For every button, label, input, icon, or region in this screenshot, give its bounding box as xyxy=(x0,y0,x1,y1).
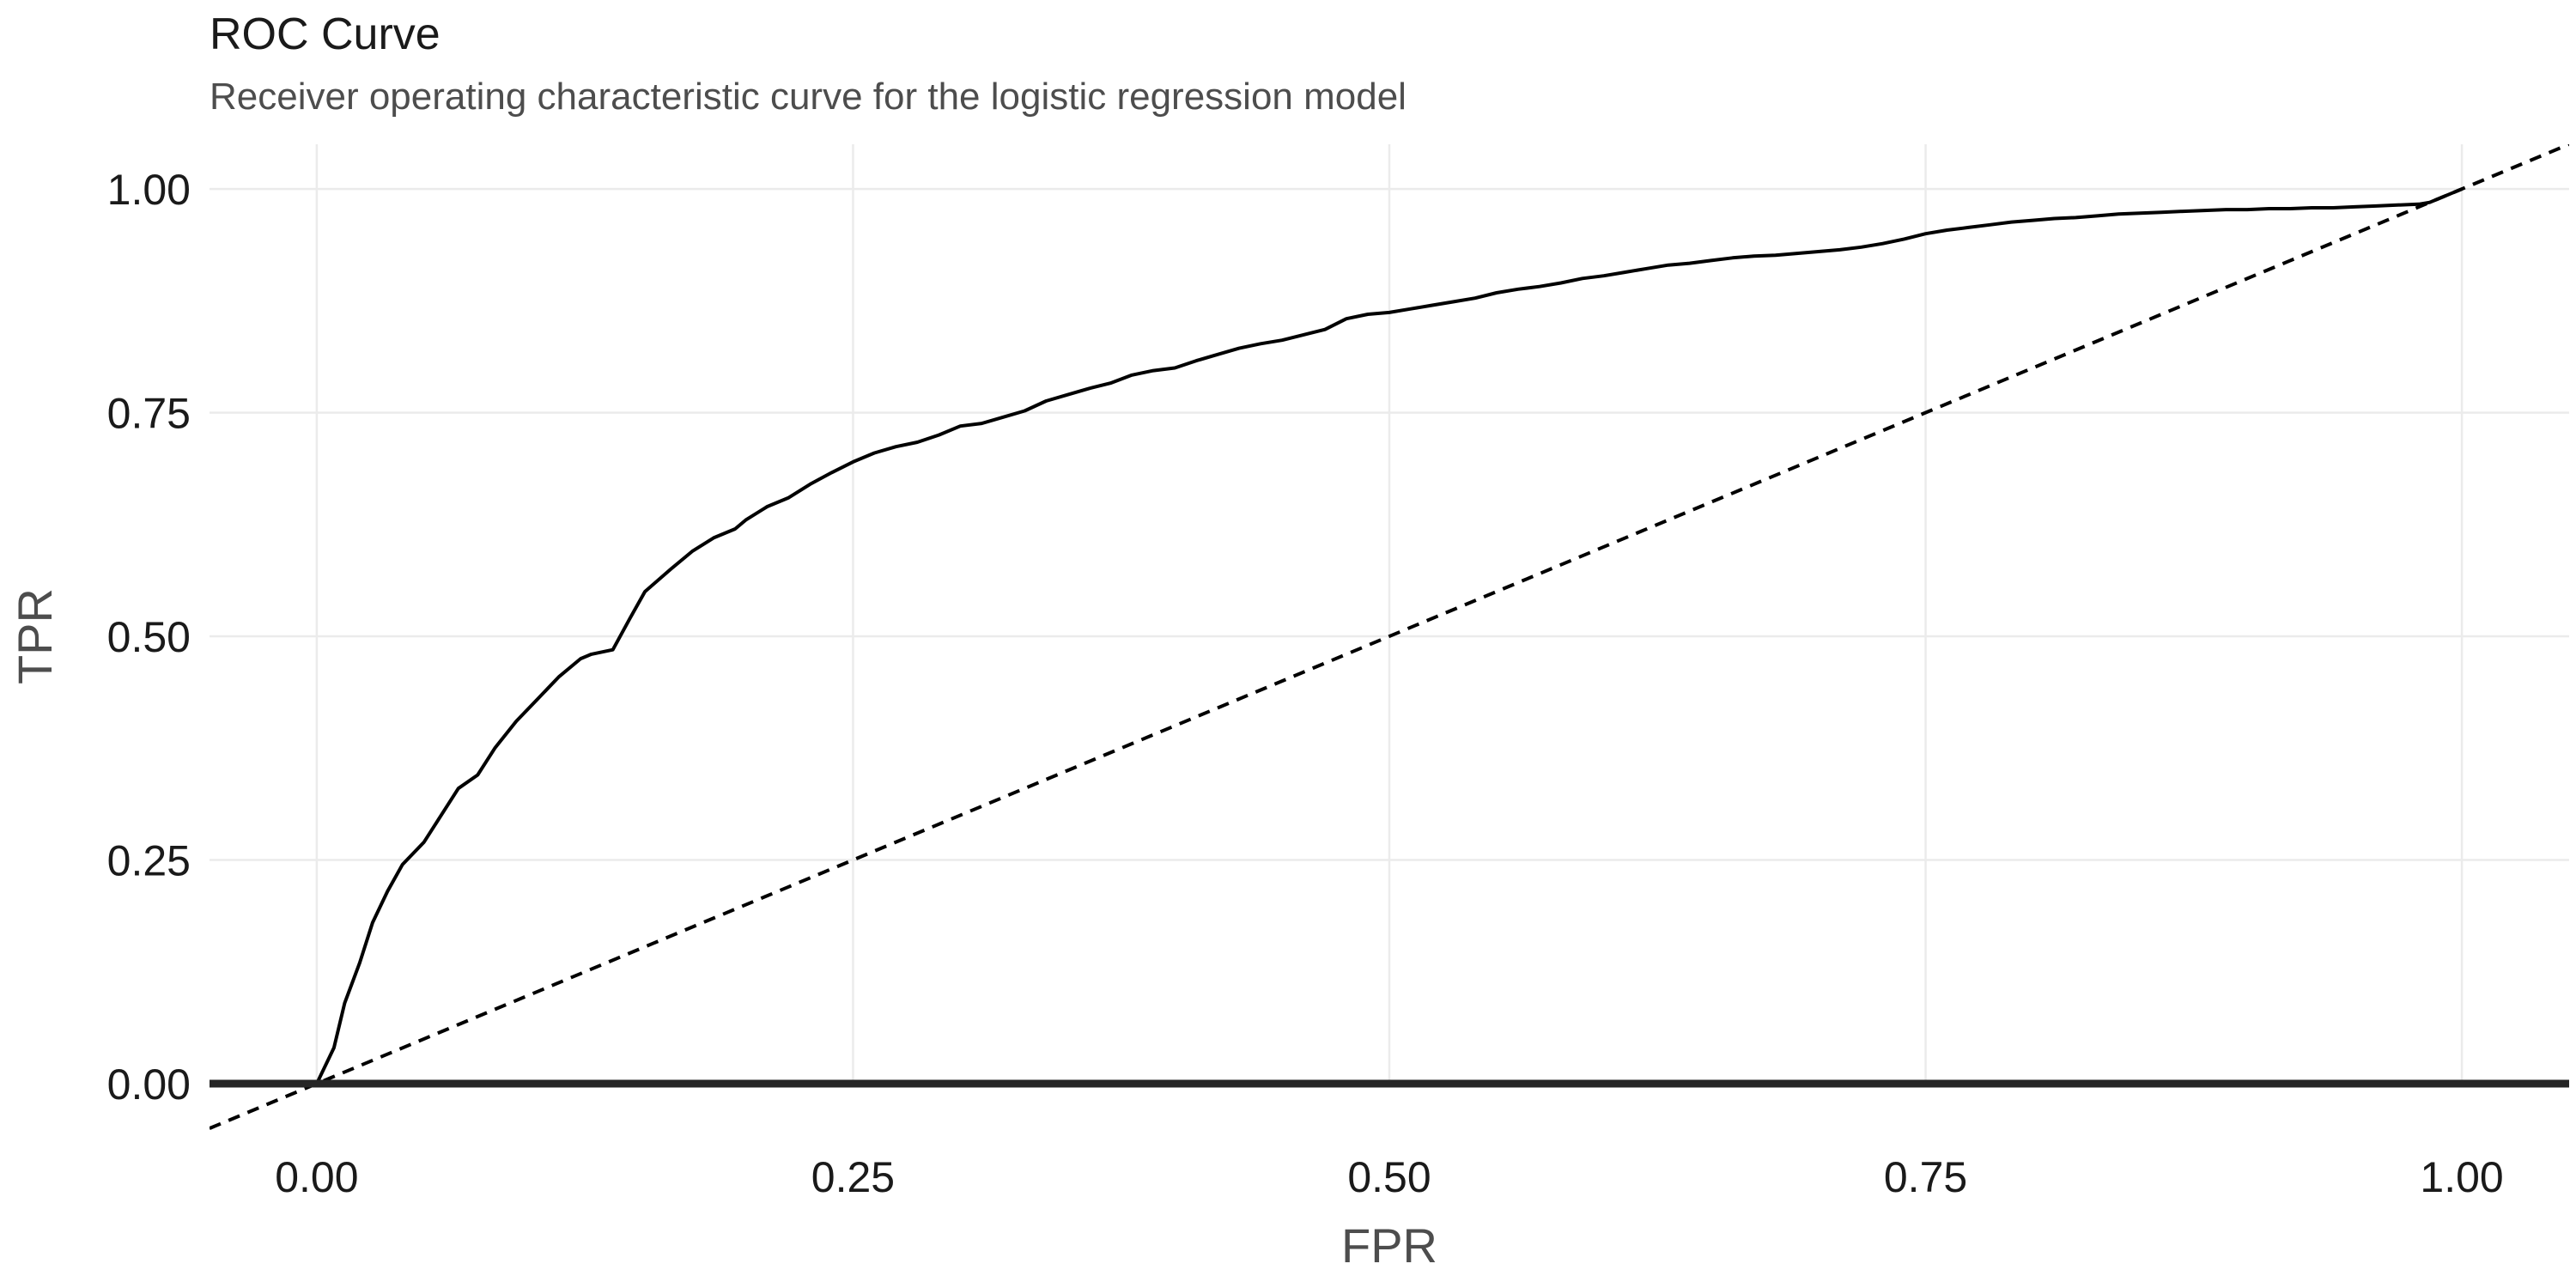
chart-subtitle: Receiver operating characteristic curve … xyxy=(210,76,1406,118)
diagonal-reference-line xyxy=(210,144,2569,1130)
x-axis-label: FPR xyxy=(1341,1218,1437,1273)
grid-lines xyxy=(210,144,2569,1085)
y-tick-label-4: 1.00 xyxy=(107,166,191,214)
x-tick-label-1: 0.25 xyxy=(811,1153,895,1201)
y-tick-label-2: 0.50 xyxy=(107,613,191,661)
y-tick-label-1: 0.25 xyxy=(107,837,191,885)
roc-curve-line xyxy=(315,187,2463,1084)
y-tick-label-0: 0.00 xyxy=(107,1060,191,1109)
x-tick-label-4: 1.00 xyxy=(2420,1153,2503,1201)
series-layer xyxy=(210,144,2569,1130)
x-tick-labels: 0.00 0.25 0.50 0.75 1.00 xyxy=(275,1153,2504,1201)
y-tick-labels: 0.00 0.25 0.50 0.75 1.00 xyxy=(107,166,191,1109)
x-tick-label-3: 0.75 xyxy=(1884,1153,1967,1201)
y-axis-label: TPR xyxy=(8,588,62,684)
x-tick-label-2: 0.50 xyxy=(1347,1153,1431,1201)
y-tick-label-3: 0.75 xyxy=(107,390,191,438)
chart-title: ROC Curve xyxy=(210,9,440,59)
x-tick-label-0: 0.00 xyxy=(275,1153,358,1201)
